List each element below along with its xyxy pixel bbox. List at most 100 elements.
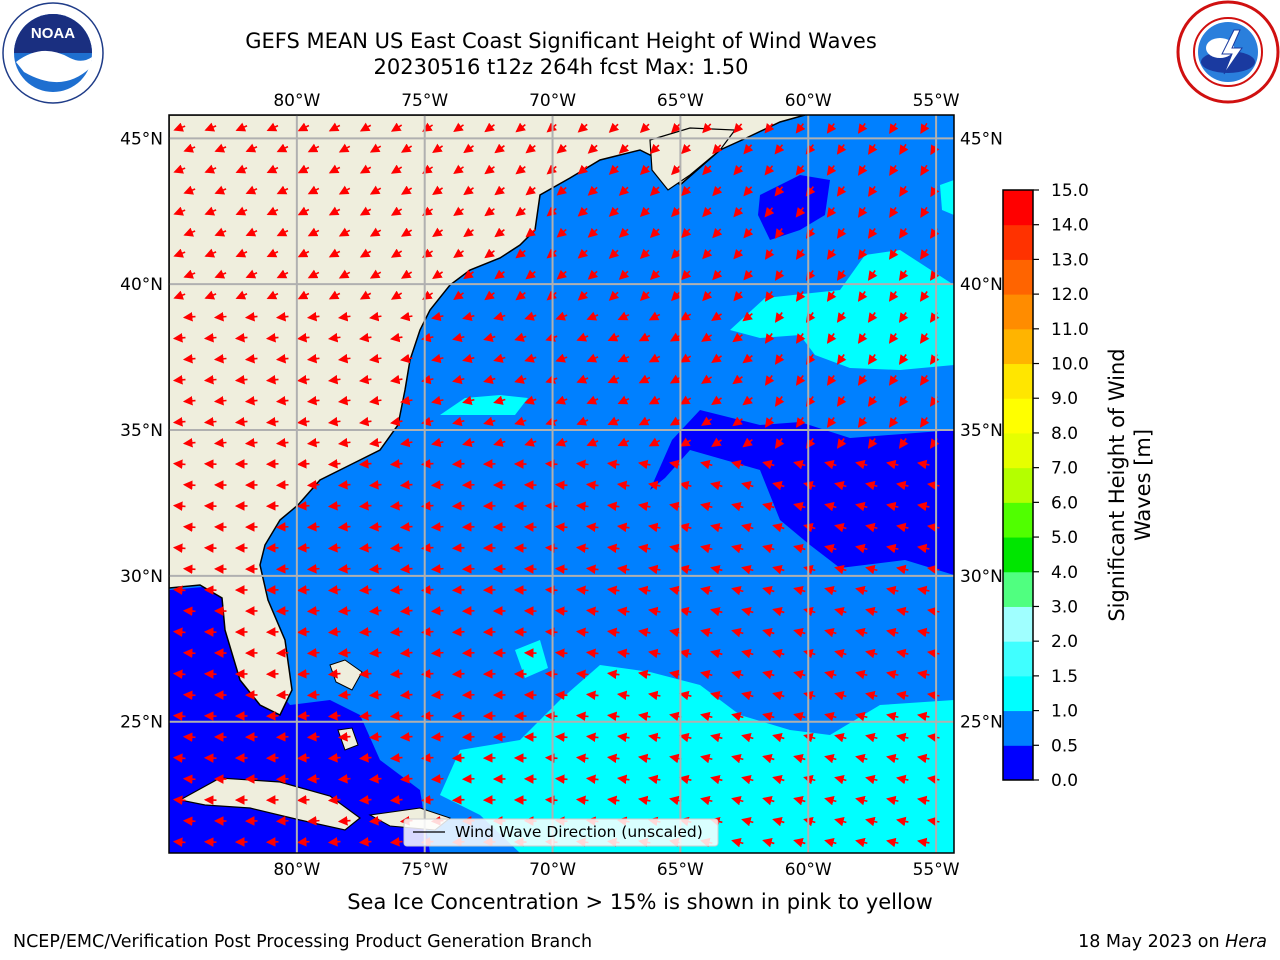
wave-arrow [926,522,940,533]
wave-arrow [328,248,341,258]
wave-arrow [524,395,537,405]
wave-arrow [795,207,806,218]
wave-arrow [431,311,444,322]
wave-arrow [648,732,661,743]
wave-arrow [710,480,723,491]
wave-arrow [898,228,909,239]
nws-logo [1176,0,1280,104]
wave-arrow [400,353,413,364]
wave-arrow [679,564,692,575]
wave-arrow [245,185,258,195]
footer-date: 18 May 2023 on Hera [1078,932,1267,952]
wave-arrow [182,522,196,532]
wave-arrow [608,248,620,259]
wave-arrow [606,753,620,764]
wave-arrow [888,249,899,260]
wave-arrow [327,837,341,847]
wave-arrow [899,143,909,155]
wave-arrow [867,438,878,449]
colorbar-swatch [1003,190,1033,226]
wave-arrow [266,122,279,132]
wave-arrow [701,332,713,342]
map-frame [168,114,955,854]
wave-arrow [555,437,568,447]
wave-arrow [400,143,413,153]
wave-arrow [276,143,289,153]
wave-arrow [888,417,899,428]
lon-label-bottom: 65°W [657,860,704,880]
wave-arrow [203,332,217,343]
wave-arrow [793,670,806,680]
wave-arrow [639,290,651,301]
wave-arrow [390,332,403,343]
wave-arrow [585,690,599,701]
wave-arrow [700,501,713,512]
wave-arrow [772,733,785,743]
wave-arrow [275,522,289,532]
wave-arrow [711,311,722,321]
wave-arrow [679,395,692,405]
wave-arrow [803,522,816,533]
wave-arrow [525,185,536,196]
wave-arrow [575,501,589,512]
wave-arrow [824,627,837,638]
wave-arrow [648,353,661,363]
wave-arrow [306,395,320,406]
wave-arrow [484,290,495,301]
wave-arrow [886,669,899,680]
wave-arrow [431,437,444,448]
wave-arrow [896,732,909,743]
wave-arrow [173,122,186,132]
wave-arrow [337,732,351,742]
wave-arrow [898,354,909,365]
wave-arrow [886,501,899,512]
wave-arrow [494,269,505,280]
wave-arrow [337,690,351,700]
wave-arrow [515,290,526,301]
wave-arrow [451,585,465,595]
wave-arrow [795,249,806,260]
wave-arrow [306,606,320,616]
wave-arrow [836,228,847,239]
wave-arrow [732,332,743,343]
wave-arrow [920,122,930,135]
wave-arrow [493,437,506,447]
wave-arrow [855,795,868,806]
wave-arrow [896,648,909,659]
wave-arrow [307,185,320,195]
wave-arrow [296,711,310,721]
wave-arrow [585,522,599,533]
wave-arrow [926,690,940,701]
wave-arrow [275,816,289,826]
wave-arrow [368,648,382,658]
wave-arrow [214,185,227,195]
wave-arrow [172,585,186,595]
wave-arrow [483,332,496,342]
wave-arrow [836,396,847,407]
wave-arrow [306,648,320,658]
wave-arrow [855,669,868,680]
wave-arrow [919,333,930,344]
svg-text:NOAA: NOAA [31,25,75,42]
wave-arrow [638,711,651,722]
wave-arrow [514,374,527,384]
wave-arrow [774,228,785,239]
wave-arrow [399,564,413,574]
wave-arrow [554,564,568,574]
wave-arrow [204,206,217,216]
wave-arrow [681,143,692,155]
wave-arrow [733,206,744,218]
wave-arrow [327,459,341,469]
wave-arrow [836,144,847,155]
wave-arrow [307,227,320,237]
wave-arrow [919,291,930,302]
wave-arrow [494,185,505,196]
wave-arrow [919,417,930,428]
wave-arrow [575,543,589,554]
wave-arrow [764,375,775,386]
wave-arrow [182,564,196,574]
wave-arrow [515,248,526,259]
wave-arrow [795,165,806,176]
map-legend: Wind Wave Direction (unscaled) [403,818,719,847]
wave-arrow [772,607,785,617]
